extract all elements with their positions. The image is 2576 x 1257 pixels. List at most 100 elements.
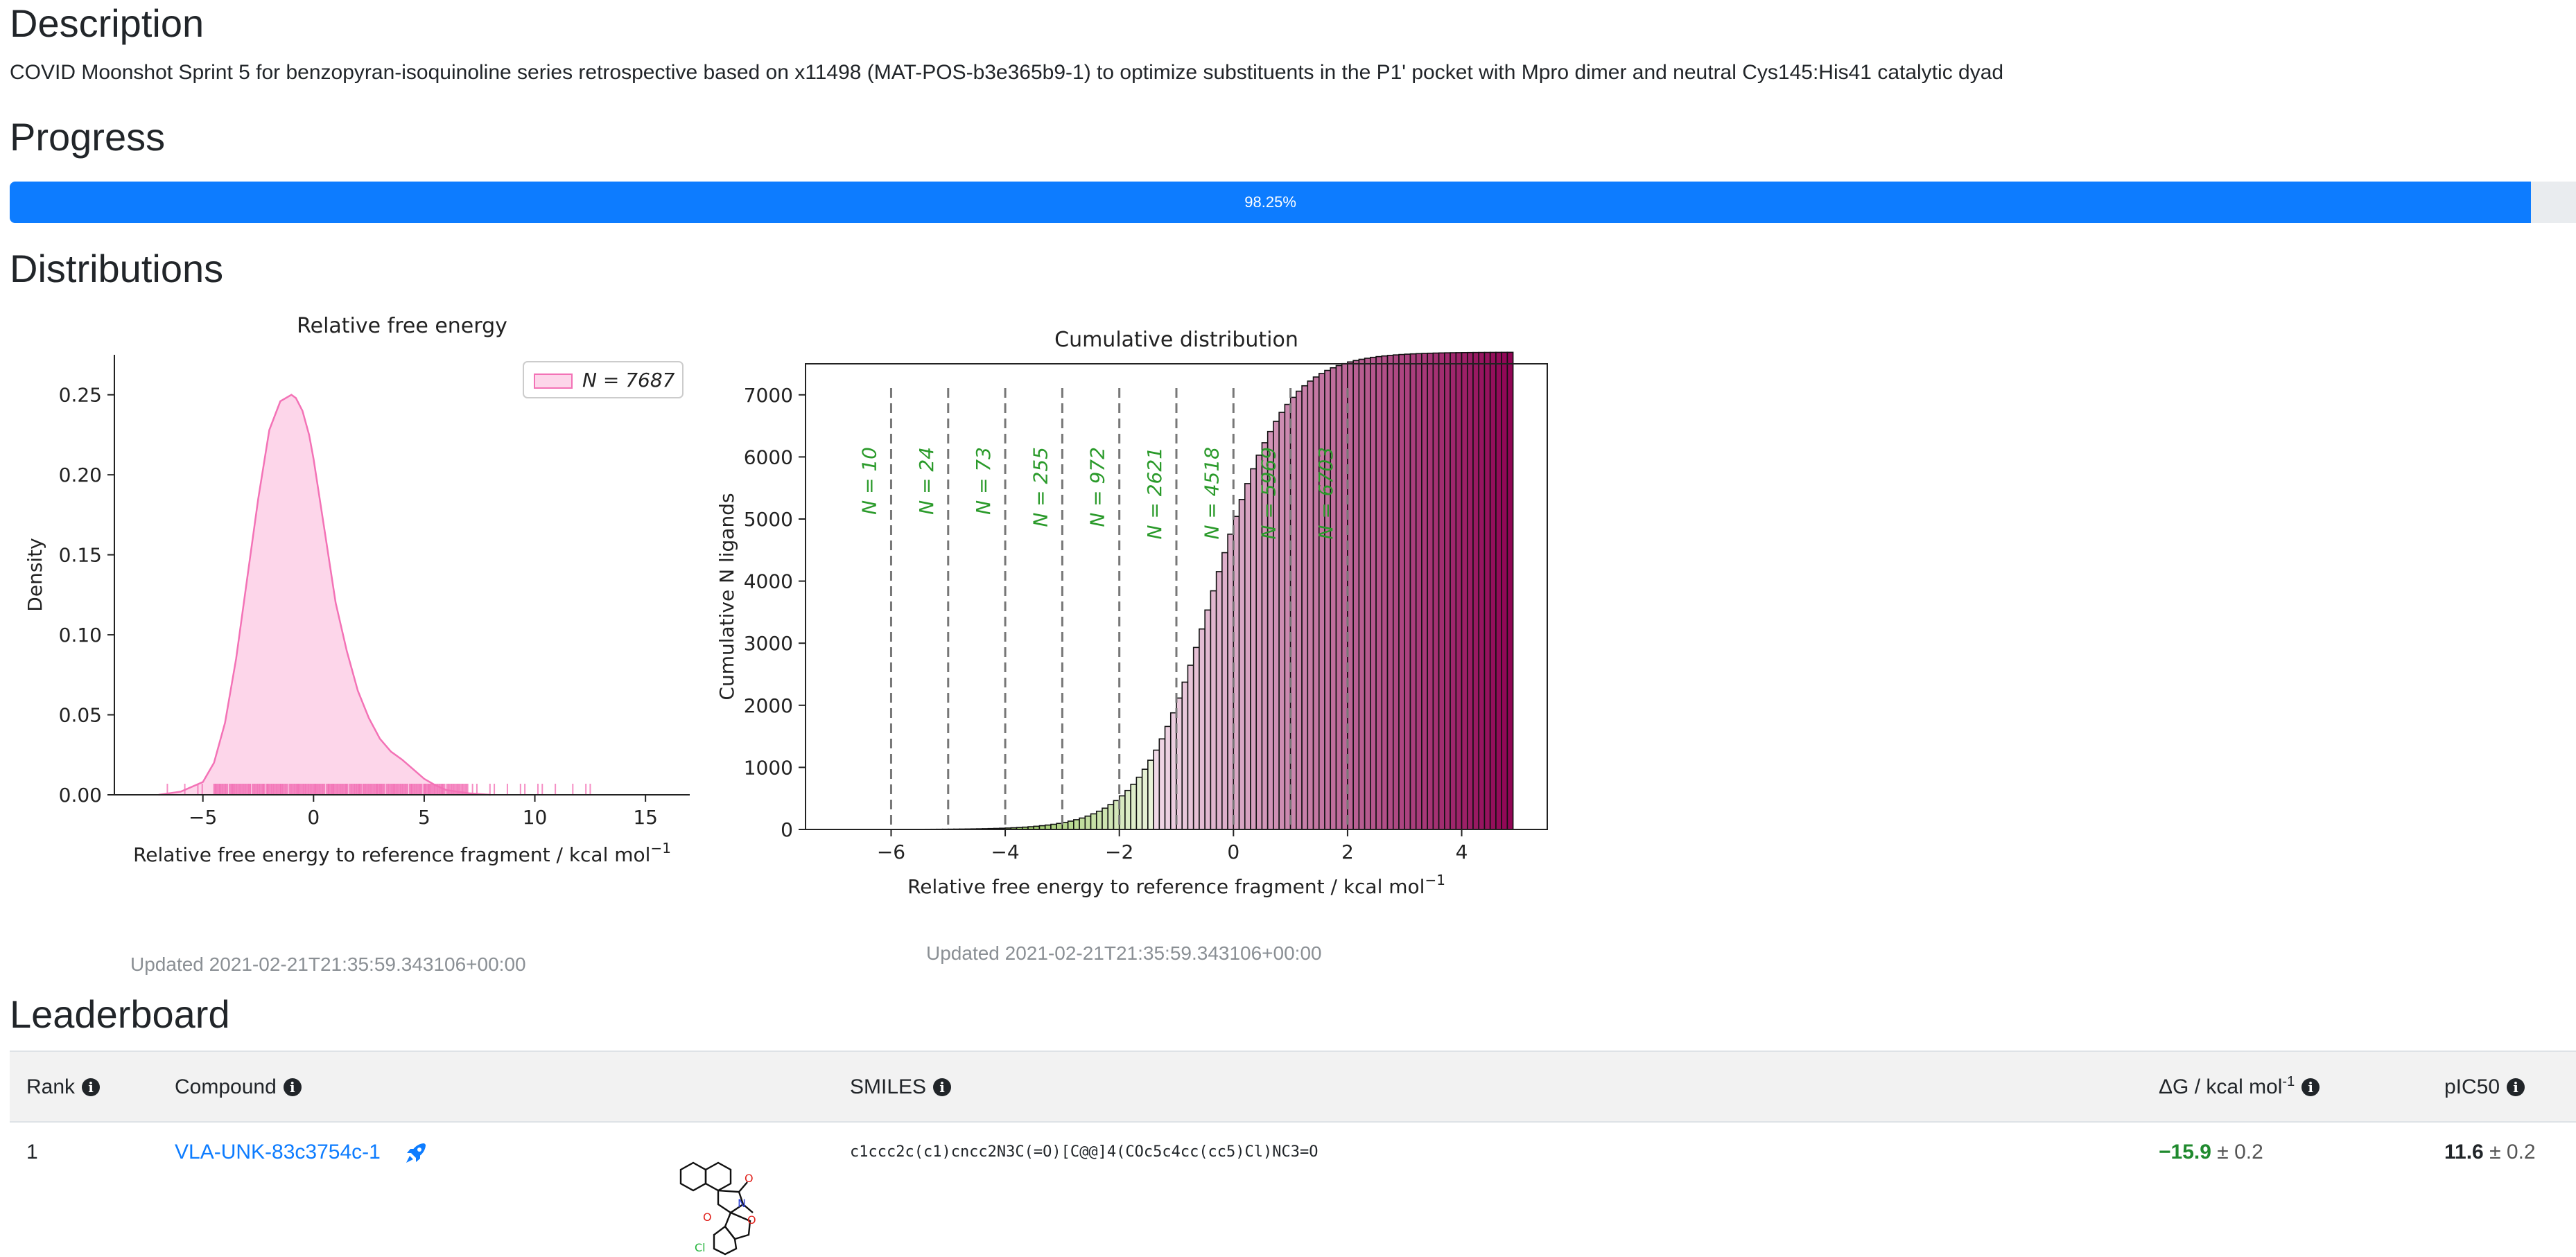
- cumulative-bar: [1307, 380, 1314, 830]
- cumulative-bar: [1215, 571, 1223, 830]
- cumulative-bar: [1495, 351, 1502, 830]
- cumulative-bars: [833, 351, 1514, 830]
- pic50-error: ± 0.2: [2489, 1141, 2536, 1163]
- cumulative-bar: [1312, 376, 1320, 830]
- cumulative-bar: [1370, 356, 1377, 830]
- cumulative-bar: [1427, 352, 1434, 830]
- header-compound[interactable]: Compound i: [175, 1075, 302, 1099]
- header-dg[interactable]: ΔG / kcal mol -1 i: [2159, 1073, 2320, 1099]
- cumulative-bar: [1358, 358, 1366, 830]
- density-y-tick-label: 0.10: [59, 624, 102, 647]
- legend-swatch: [534, 373, 573, 389]
- threshold-label: N = 4518: [1200, 447, 1223, 539]
- density-updated-text: Updated 2021-02-21T21:35:59.343106+00:00: [130, 953, 526, 975]
- cumulative-bar: [1404, 353, 1411, 830]
- cumulative-bar: [1432, 352, 1440, 830]
- cumulative-bar: [1164, 726, 1172, 830]
- info-icon[interactable]: i: [933, 1078, 952, 1096]
- row-rank: 1: [26, 1141, 38, 1163]
- cumulative-bar: [1289, 396, 1297, 830]
- cumulative-bar: [1204, 609, 1212, 830]
- header-pic50[interactable]: pIC50 i: [2444, 1075, 2525, 1099]
- header-dg-sup: -1: [2282, 1073, 2295, 1089]
- cumulative-bar: [1466, 351, 1474, 830]
- cumulative-bar: [1324, 369, 1332, 830]
- cumulative-y-tick-label: 3000: [744, 632, 793, 655]
- density-y-axis-label: Density: [24, 538, 46, 611]
- cumulative-bar: [1073, 819, 1080, 830]
- density-plot: Relative free energy −5 0 5 10 15 0.00 0.05 0.10…: [24, 314, 690, 866]
- cumulative-plot-title: Cumulative distribution: [1054, 328, 1298, 352]
- cumulative-bar: [1238, 499, 1246, 830]
- threshold-label: N = 24: [915, 447, 938, 515]
- cumulative-bar: [1079, 817, 1086, 830]
- cumulative-bar: [1450, 352, 1457, 830]
- description-text: COVID Moonshot Sprint 5 for benzopyran-i…: [10, 61, 2004, 84]
- cumulative-y-tick-label: 4000: [744, 570, 793, 593]
- cumulative-y-tick-label: 7000: [744, 384, 793, 407]
- cumulative-x-tick-label: 0: [1227, 841, 1239, 863]
- cumulative-bar: [1084, 815, 1092, 830]
- distributions-heading: Distributions: [10, 247, 224, 290]
- threshold-label: N = 255: [1029, 447, 1052, 527]
- progress-label: 98.25%: [1244, 193, 1296, 211]
- cumulative-bar: [1135, 776, 1143, 830]
- cumulative-bar: [1461, 352, 1468, 830]
- cumulative-x-tick-label: −2: [1105, 841, 1133, 863]
- svg-text:Cl: Cl: [695, 1241, 706, 1254]
- header-rank-label: Rank: [26, 1075, 76, 1098]
- dg-value: −15.9: [2159, 1141, 2211, 1163]
- cumulative-bar: [1409, 353, 1417, 830]
- cumulative-bar: [1130, 784, 1138, 830]
- density-x-tick-label: 5: [418, 806, 430, 829]
- progress-bar-fill: 98.25%: [10, 182, 2532, 223]
- header-pic50-label: pIC50: [2444, 1075, 2500, 1098]
- cumulative-bar: [1153, 749, 1160, 830]
- header-rank[interactable]: Rank i: [26, 1075, 101, 1099]
- cumulative-bar: [1335, 364, 1343, 830]
- progress-heading: Progress: [10, 115, 166, 159]
- info-icon[interactable]: i: [283, 1078, 302, 1096]
- cumulative-bar: [1199, 628, 1206, 830]
- cumulative-bar: [1107, 804, 1115, 830]
- density-y-tick-label: 0.05: [59, 704, 102, 727]
- legend-label: N = 7687: [582, 369, 675, 392]
- leaderboard-heading: Leaderboard: [10, 992, 230, 1036]
- cumulative-y-tick-label: 2000: [744, 694, 793, 717]
- header-smiles-label: SMILES: [850, 1075, 927, 1098]
- density-plot-title: Relative free energy: [297, 314, 507, 338]
- cumulative-bar: [1318, 373, 1325, 830]
- pic50-value: 11.6: [2444, 1141, 2484, 1163]
- dg-cell: −15.9 ± 0.2: [2159, 1141, 2263, 1164]
- cumulative-bar: [1483, 351, 1491, 830]
- header-dg-label: ΔG / kcal mol: [2159, 1075, 2283, 1098]
- cumulative-bar: [1095, 810, 1103, 830]
- cumulative-bar: [1489, 351, 1497, 830]
- leaderboard-header-row: Rank i Compound i SMILES i ΔG / kcal mol…: [10, 1051, 2576, 1123]
- compound-link[interactable]: VLA-UNK-83c3754c-1: [175, 1141, 381, 1163]
- cumulative-bar: [1398, 353, 1406, 830]
- header-smiles[interactable]: SMILES i: [850, 1075, 952, 1099]
- svg-text:N: N: [738, 1197, 746, 1210]
- cumulative-x-tick-label: −4: [991, 841, 1019, 863]
- svg-text:O: O: [703, 1211, 712, 1224]
- cumulative-x-tick-label: 2: [1341, 841, 1354, 863]
- info-icon[interactable]: i: [2301, 1078, 2320, 1096]
- cumulative-bar: [1158, 738, 1166, 830]
- cumulative-bar: [1352, 360, 1360, 830]
- cumulative-x-axis-label-sup: −1: [1425, 872, 1445, 888]
- cumulative-bar: [1438, 352, 1445, 830]
- smiles-value: c1ccc2c(c1)cncc2N3C(=O)[C@@]4(COc5c4cc(c…: [850, 1143, 1319, 1161]
- info-icon[interactable]: i: [2507, 1078, 2525, 1096]
- cumulative-bar: [1415, 353, 1422, 830]
- density-area: [158, 394, 491, 795]
- rocket-icon[interactable]: [403, 1141, 428, 1166]
- cumulative-bar: [1386, 355, 1394, 830]
- cumulative-bar: [1141, 768, 1149, 830]
- info-icon[interactable]: i: [82, 1078, 101, 1096]
- cumulative-bar: [1192, 647, 1200, 830]
- cumulative-x-tick-label: −6: [877, 841, 905, 863]
- cumulative-bar: [1330, 367, 1337, 830]
- cumulative-bar: [1506, 351, 1514, 830]
- cumulative-bar: [1067, 820, 1074, 830]
